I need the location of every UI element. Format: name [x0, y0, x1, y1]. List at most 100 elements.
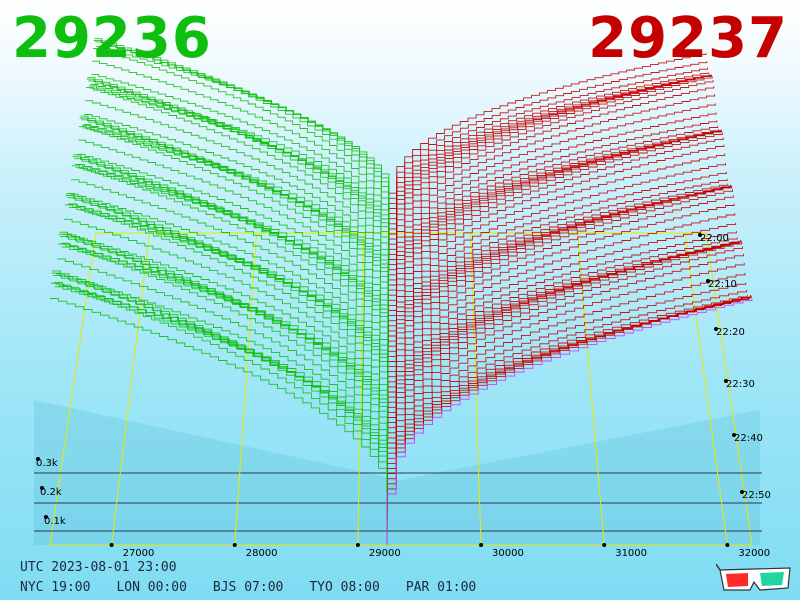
ask-depth-curve [387, 129, 719, 318]
ask-depth-curve [388, 86, 715, 286]
bid-depth-curve [85, 87, 389, 302]
price-tick-label: 27000 [123, 548, 155, 559]
bid-depth-curve [78, 126, 389, 350]
bid-depth-curve [57, 258, 388, 498]
price-gridline [357, 232, 365, 546]
bid-depth-curve [72, 156, 389, 392]
ask-depth-curve [386, 262, 745, 493]
bid-depth-curve [93, 39, 390, 249]
ask-depth-curve [387, 178, 728, 376]
bid-depth-curve [78, 139, 389, 355]
price-gridline [111, 232, 151, 546]
ask-depth-curve [387, 240, 742, 471]
price-tick-label: 31000 [615, 548, 647, 559]
ask-depth-curve [387, 130, 723, 339]
zone-par: PAR 01:00 [405, 580, 477, 595]
bid-depth-curve [65, 195, 389, 440]
time-tick-marker [740, 490, 744, 494]
bid-depth-curve [50, 282, 388, 540]
ask-depth-curve [387, 132, 723, 345]
ask-depth-curve [387, 231, 737, 440]
depth-tick-label: 0.2k [40, 487, 62, 498]
time-tick-marker [714, 327, 718, 331]
ask-price: 29237 [588, 6, 788, 71]
bid-depth-curve [50, 298, 388, 545]
time-tick-label: 22:10 [708, 279, 737, 290]
bid-depth-curve [86, 78, 389, 297]
ask-depth-curve [388, 72, 709, 249]
bid-depth-curve [71, 179, 389, 403]
bid-depth-curve [94, 38, 390, 244]
bid-depth-curve [57, 243, 388, 493]
ask-depth-curve [387, 120, 718, 307]
bid-depth-curve [80, 115, 389, 339]
price-tick-label: 29000 [369, 548, 401, 559]
ask-depth-curve [386, 295, 748, 514]
price-tick-marker [355, 543, 360, 547]
price-tick-marker [602, 543, 607, 547]
time-tick-label: 22:40 [734, 433, 763, 444]
ask-depth-curve [386, 290, 747, 508]
bid-depth-curve [85, 100, 389, 307]
axis-labels: 27000 28000 29000 30000 31000 32000 0.1k 0.2k 0.… [36, 233, 771, 559]
bid-depth-curve [63, 233, 388, 456]
ask-depth-curve [388, 76, 713, 276]
time-tick-marker [706, 279, 710, 283]
price-tick-marker [479, 543, 484, 547]
ask-depth-curve [387, 213, 736, 429]
ask-depth-curve [387, 183, 729, 382]
ask-depth-curve [388, 74, 712, 270]
bid-depth-curve [70, 193, 389, 408]
bid-depth-curve [84, 114, 389, 313]
ask-depth-curve [388, 67, 709, 244]
ask-depth-curve [387, 203, 735, 424]
ask-depth-curve [387, 240, 739, 450]
ask-depth-curve [387, 153, 726, 360]
utc-time: UTC 2023-08-01 23:00 [20, 560, 177, 575]
bid-depth-curve [92, 48, 390, 255]
ask-depth-curve [387, 125, 719, 313]
ask-depth-curve [387, 184, 732, 403]
bid-depth-curve [62, 243, 388, 461]
bid-depth-curve [58, 233, 388, 487]
bid-depth-curve [51, 272, 388, 535]
ask-depth-curve [387, 144, 725, 355]
ask-depth-curve [386, 272, 746, 498]
depth-tick-marker [44, 515, 48, 519]
time-tick-label: 22:00 [700, 233, 729, 244]
ask-depth-curve [387, 195, 734, 419]
bid-depth-curve [73, 154, 389, 387]
bid-depth-curve [77, 153, 389, 360]
ask-depth-curve [388, 74, 710, 255]
price-tick-label: 30000 [492, 548, 524, 559]
ask-depth-curve [388, 61, 708, 239]
3d-glasses-icon[interactable] [716, 560, 794, 594]
bid-depth-curve [83, 123, 389, 318]
ask-depth-curve [388, 53, 707, 233]
depth-tick-marker [36, 457, 40, 461]
time-tick-label: 22:50 [742, 490, 771, 501]
ask-depth-curve [387, 137, 724, 350]
ask-depth-curve [386, 282, 747, 503]
ask-depth-curve [386, 253, 744, 487]
bid-depth-curve [55, 283, 388, 508]
bid-price: 29236 [12, 6, 212, 71]
time-tick-marker [724, 379, 728, 383]
depth-tick-label: 0.1k [44, 516, 66, 527]
bid-depth-curve [71, 165, 389, 397]
depth-tick-label: 0.3k [36, 458, 58, 469]
depth-chart: 27000 28000 29000 30000 31000 32000 0.1k 0.2k 0.… [34, 38, 771, 559]
ask-depth-curve [387, 189, 733, 413]
price-gridline [234, 232, 258, 546]
bid-depth-curve [90, 84, 390, 270]
zone-bjs: BJS 07:00 [212, 580, 284, 595]
zone-lon: LON 00:00 [116, 580, 187, 595]
bid-depth-curve [56, 273, 388, 503]
bid-depth-curve [64, 204, 389, 445]
ask-depth-curve [388, 80, 714, 281]
depth-curves [50, 38, 753, 545]
ask-depth-curve [388, 103, 716, 297]
zone-nyc: NYC 19:00 [20, 580, 91, 595]
bid-depth-curve [79, 117, 389, 345]
ask-depth-curve [386, 246, 744, 482]
